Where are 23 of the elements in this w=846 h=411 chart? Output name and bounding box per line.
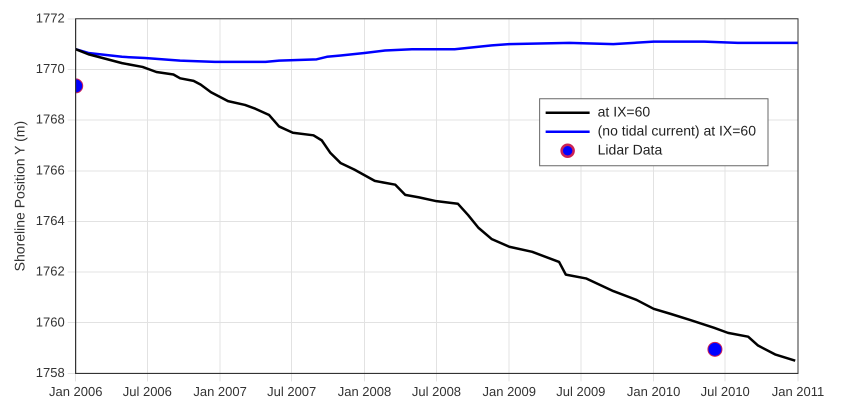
y-tick-label: 1762: [36, 264, 65, 279]
x-tick-label: Jul 2007: [267, 384, 316, 399]
x-tick-label: Jan 2008: [338, 384, 392, 399]
x-tick-label: Jan 2010: [626, 384, 680, 399]
y-tick-label: 1766: [36, 162, 65, 178]
y-tick-label: 1768: [36, 112, 65, 127]
x-tick-label: Jan 2007: [193, 384, 247, 399]
x-tick-label: Jan 2011: [772, 384, 824, 399]
y-tick-label: 1758: [36, 364, 65, 380]
legend-label: Lidar Data: [598, 142, 662, 158]
x-tick-label: Jan 2006: [48, 384, 102, 399]
y-tick-label: 1760: [36, 314, 65, 330]
x-tick-label: Jul 2010: [700, 384, 750, 399]
legend-label: at IX=60: [598, 104, 650, 120]
y-axis-title: Shoreline Position Y (m): [11, 120, 28, 272]
y-tick-label: 1764: [36, 213, 65, 228]
x-tick-label: Jan 2009: [482, 384, 536, 399]
y-tick-label: 1770: [36, 61, 65, 76]
x-tick-label: Jul 2009: [556, 384, 606, 399]
x-tick-label: Jul 2006: [122, 384, 172, 399]
y-tick-label: 1772: [36, 10, 65, 26]
x-tick-label: Jul 2008: [412, 384, 462, 399]
legend-label: (no tidal current) at IX=60: [598, 122, 756, 139]
